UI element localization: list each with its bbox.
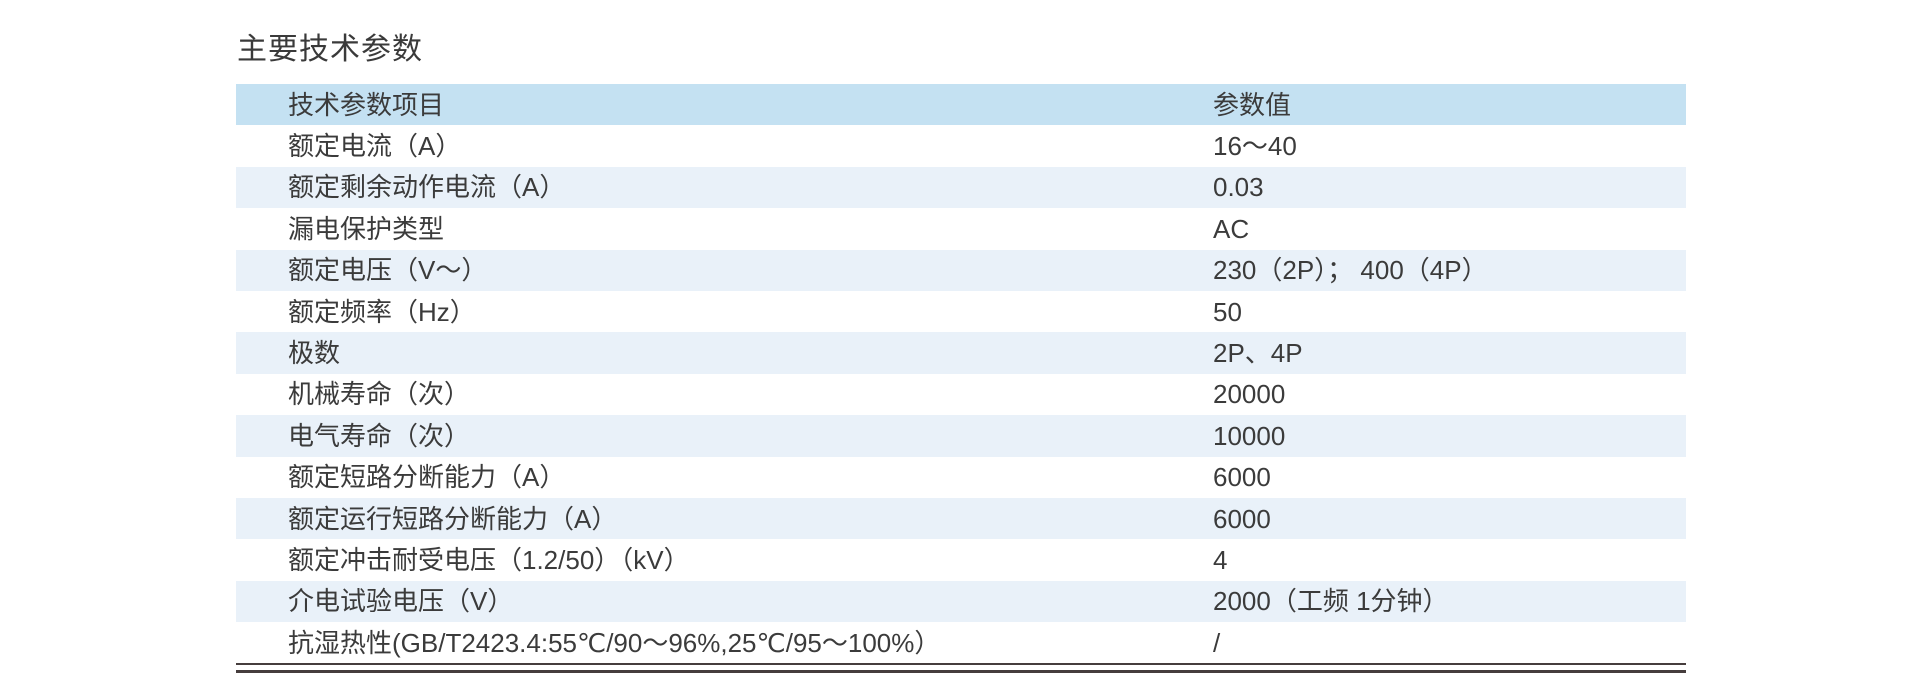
param-name-cell: 机械寿命（次） [288,379,471,410]
param-value-cell: 20000 [1213,379,1286,410]
table-row: 介电试验电压（V） 2000（工频 1分钟） [236,580,1686,623]
param-name-cell: 抗湿热性(GB/T2423.4:55℃/90～96%,25℃/95～100%） [288,627,941,658]
param-name-cell: 额定剩余动作电流（A） [288,172,566,203]
column-header-item: 技术参数项目 [288,89,445,120]
param-name-cell: 漏电保护类型 [288,213,445,244]
table-row: 电气寿命（次） 10000 [236,415,1686,457]
column-header-value: 参数值 [1213,89,1292,120]
tech-params-table: 技术参数项目 参数值 额定电流（A） 16～40 额定剩余动作电流（A） 0.03 漏电… [236,84,1686,674]
table-bottom-rule-thin [236,663,1686,666]
param-value-cell: AC [1213,213,1250,244]
table-body: 额定电流（A） 16～40 额定剩余动作电流（A） 0.03 漏电保护类型 AC 额定电压（… [236,125,1686,664]
param-name-cell: 极数 [288,338,341,369]
param-value-cell: 2000（工频 1分钟） [1213,586,1449,617]
param-name-cell: 电气寿命（次） [288,420,471,451]
param-value-cell: 50 [1213,296,1242,327]
table-row: 额定剩余动作电流（A） 0.03 [236,166,1686,209]
param-name-cell: 额定冲击耐受电压（1.2/50）（kV） [288,544,690,575]
table-row: 极数 2P、4P [236,332,1686,374]
table-row: 额定电压（V～） 230（2P）； 400（4P） [236,249,1686,291]
param-value-cell: 6000 [1213,462,1271,493]
table-row: 额定电流（A） 16～40 [236,125,1686,167]
table-row: 漏电保护类型 AC [236,208,1686,250]
param-name-cell: 额定运行短路分断能力（A） [288,503,618,534]
param-value-cell: 6000 [1213,503,1271,534]
param-value-cell: 0.03 [1213,172,1264,203]
table-header-row: 技术参数项目 参数值 [236,84,1686,126]
param-name-cell: 额定电压（V～） [288,255,488,286]
table-row: 额定运行短路分断能力（A） 6000 [236,497,1686,540]
table-row: 抗湿热性(GB/T2423.4:55℃/90～96%,25℃/95～100%） / [236,622,1686,664]
param-name-cell: 额定频率（Hz） [288,296,476,327]
param-name-cell: 介电试验电压（V） [288,586,514,617]
param-name-cell: 额定短路分断能力（A） [288,462,566,493]
param-value-cell: 16～40 [1213,131,1297,162]
table-bottom-rule-thick [236,670,1686,674]
table-row: 额定频率（Hz） 50 [236,290,1686,333]
table-row: 额定冲击耐受电压（1.2/50）（kV） 4 [236,539,1686,581]
param-value-cell: 2P、4P [1213,338,1303,369]
table-row: 额定短路分断能力（A） 6000 [236,456,1686,498]
param-value-cell: / [1213,627,1221,658]
param-value-cell: 4 [1213,544,1228,575]
param-value-cell: 230（2P）； 400（4P） [1213,255,1488,286]
table-row: 机械寿命（次） 20000 [236,373,1686,416]
param-name-cell: 额定电流（A） [288,131,462,162]
param-value-cell: 10000 [1213,420,1286,451]
page-title: 主要技术参数 [237,33,423,66]
